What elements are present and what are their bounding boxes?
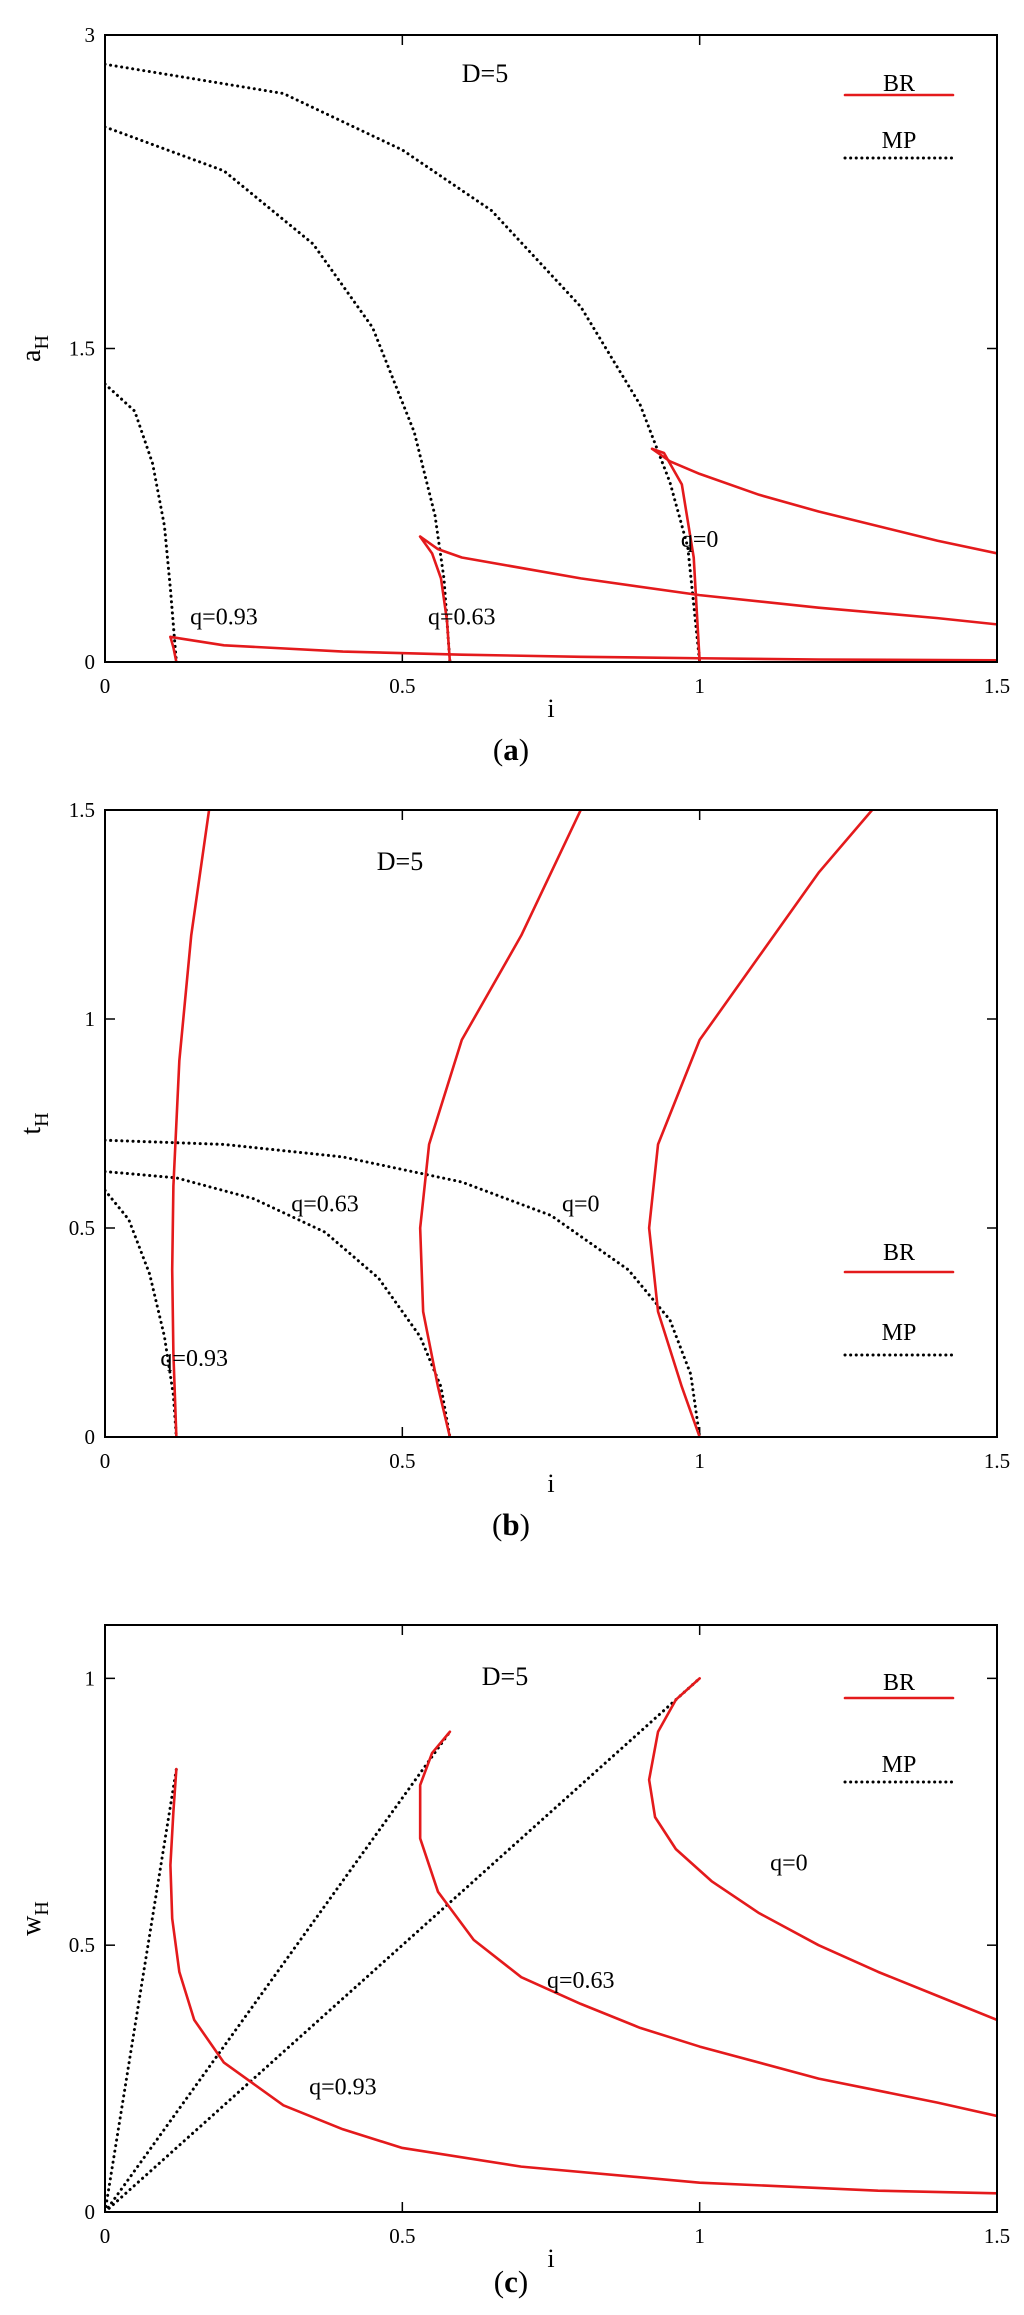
y-axis-label-subscript: H — [31, 335, 53, 349]
chart-panel-a: 0 0.5 1 1.501.53BRMPq=0q=0.63q=0.93D=5iaH(a… — [16, 23, 1010, 767]
y-tick-label: 1.5 — [69, 798, 95, 822]
x-axis-label: i — [547, 1469, 554, 1498]
x-tick-label: 1.5 — [984, 674, 1010, 698]
curve-annotation: q=0 — [681, 527, 719, 553]
curve-annotation: q=0.93 — [190, 604, 258, 630]
x-tick-label: 1 — [694, 674, 705, 698]
chart-panel-c: 0 0.5 1 1.5 0 0.5 1 BR MP q=0 q=0.63 q=0.93 D=5 i wH (c… — [16, 1624, 1010, 2299]
x-tick-label: 0 — [100, 1449, 111, 1473]
mp-series-line — [105, 382, 178, 662]
curve-annotation: q=0.63 — [291, 1191, 359, 1217]
curve-annotation: q=0 — [562, 1191, 600, 1217]
caption-letter: b — [502, 1507, 519, 1542]
y-axis-label-subscript: H — [31, 1112, 53, 1126]
curve-annotation: q=0.63 — [428, 604, 496, 630]
series-group — [105, 62, 997, 662]
y-axis-label: wH — [16, 1901, 53, 1936]
br-series-line — [650, 447, 701, 662]
plot-frame — [104, 34, 998, 663]
legend-label-br: BR — [883, 1670, 915, 1696]
caption-open-paren: ( — [493, 732, 503, 767]
caption-close-paren: ) — [520, 1507, 530, 1542]
mp-series-line — [105, 1767, 178, 2212]
caption-letter: c — [504, 2264, 518, 2299]
parameter-annotation: D=5 — [377, 847, 423, 876]
curve-annotation: q=0.93 — [309, 2075, 377, 2101]
x-tick-label: 1.5 — [984, 1449, 1010, 1473]
mp-series-line — [105, 1676, 702, 2212]
br-series-line — [650, 447, 997, 555]
x-axis-label: i — [547, 2244, 554, 2273]
mp-series-line — [105, 62, 702, 662]
y-tick-label: 1.5 — [69, 337, 95, 361]
caption-close-paren: ) — [519, 732, 529, 767]
panel-caption: (b) — [492, 1507, 530, 1542]
br-series-line — [647, 1677, 997, 2022]
x-tick-label: 0.5 — [389, 674, 415, 698]
br-series-line — [169, 635, 997, 662]
y-tick-label: 0 — [85, 650, 96, 674]
y-tick-label: 3 — [85, 23, 96, 47]
y-tick-label: 1 — [85, 1666, 96, 1690]
legend-label-br: BR — [883, 1240, 915, 1266]
mp-series-line — [105, 1170, 452, 1437]
series-group — [105, 1676, 997, 2212]
y-tick-label: 0 — [85, 2200, 96, 2224]
br-series-line — [170, 810, 211, 1437]
br-series-line — [169, 1767, 997, 2195]
parameter-annotation: D=5 — [462, 59, 508, 88]
panel-caption: (a) — [493, 732, 529, 767]
mp-series-line — [105, 125, 452, 662]
panel-caption: (c) — [494, 2264, 528, 2299]
mp-series-line — [105, 1188, 178, 1437]
legend-label-br: BR — [883, 71, 915, 97]
caption-open-paren: ( — [492, 1507, 502, 1542]
br-series-line — [647, 810, 874, 1437]
x-axis-label: i — [547, 694, 554, 723]
y-axis-label: tH — [16, 1112, 53, 1134]
y-tick-label: 1 — [85, 1007, 96, 1031]
mp-series-line — [105, 1138, 702, 1437]
legend-label-mp: MP — [882, 1320, 917, 1346]
plot-frame — [104, 809, 998, 1438]
y-axis-label-main: a — [16, 349, 47, 362]
caption-open-paren: ( — [494, 2264, 504, 2299]
y-axis-label-main: w — [16, 1915, 47, 1936]
x-tick-label: 0.5 — [389, 1449, 415, 1473]
x-tick-label: 0.5 — [389, 2224, 415, 2248]
curve-annotation: q=0.63 — [547, 1968, 615, 1994]
x-tick-label: 1 — [694, 2224, 705, 2248]
legend-label-mp: MP — [882, 128, 917, 154]
curve-annotation: q=0 — [770, 1850, 808, 1876]
y-axis-label: aH — [16, 335, 53, 362]
caption-letter: a — [503, 732, 519, 767]
mp-series-line — [105, 1730, 452, 2212]
br-series-line — [418, 535, 452, 662]
br-series-line — [418, 1730, 997, 2118]
curve-annotation: q=0.93 — [160, 1346, 228, 1372]
x-tick-label: 1.5 — [984, 2224, 1010, 2248]
caption-close-paren: ) — [518, 2264, 528, 2299]
br-series-line — [169, 635, 178, 662]
chart-panel-b: 0 0.5 1 1.5 0 0.5 1 1.5 BR MP q=0 q=0.63 q=0.93 D=5 i t… — [16, 798, 1010, 1542]
legend-label-mp: MP — [882, 1752, 917, 1778]
br-series-line — [418, 810, 583, 1437]
plot-frame — [104, 1624, 998, 2213]
x-tick-label: 0 — [100, 2224, 111, 2248]
br-series-line — [418, 535, 997, 626]
y-axis-label-main: t — [16, 1127, 47, 1135]
series-group — [105, 810, 874, 1437]
y-tick-label: 0.5 — [69, 1216, 95, 1240]
y-tick-label: 0.5 — [69, 1933, 95, 1957]
y-axis-label-subscript: H — [31, 1901, 53, 1915]
parameter-annotation: D=5 — [482, 1662, 528, 1691]
x-tick-label: 1 — [694, 1449, 705, 1473]
y-tick-label: 0 — [85, 1425, 96, 1449]
x-tick-label: 0 — [100, 674, 111, 698]
